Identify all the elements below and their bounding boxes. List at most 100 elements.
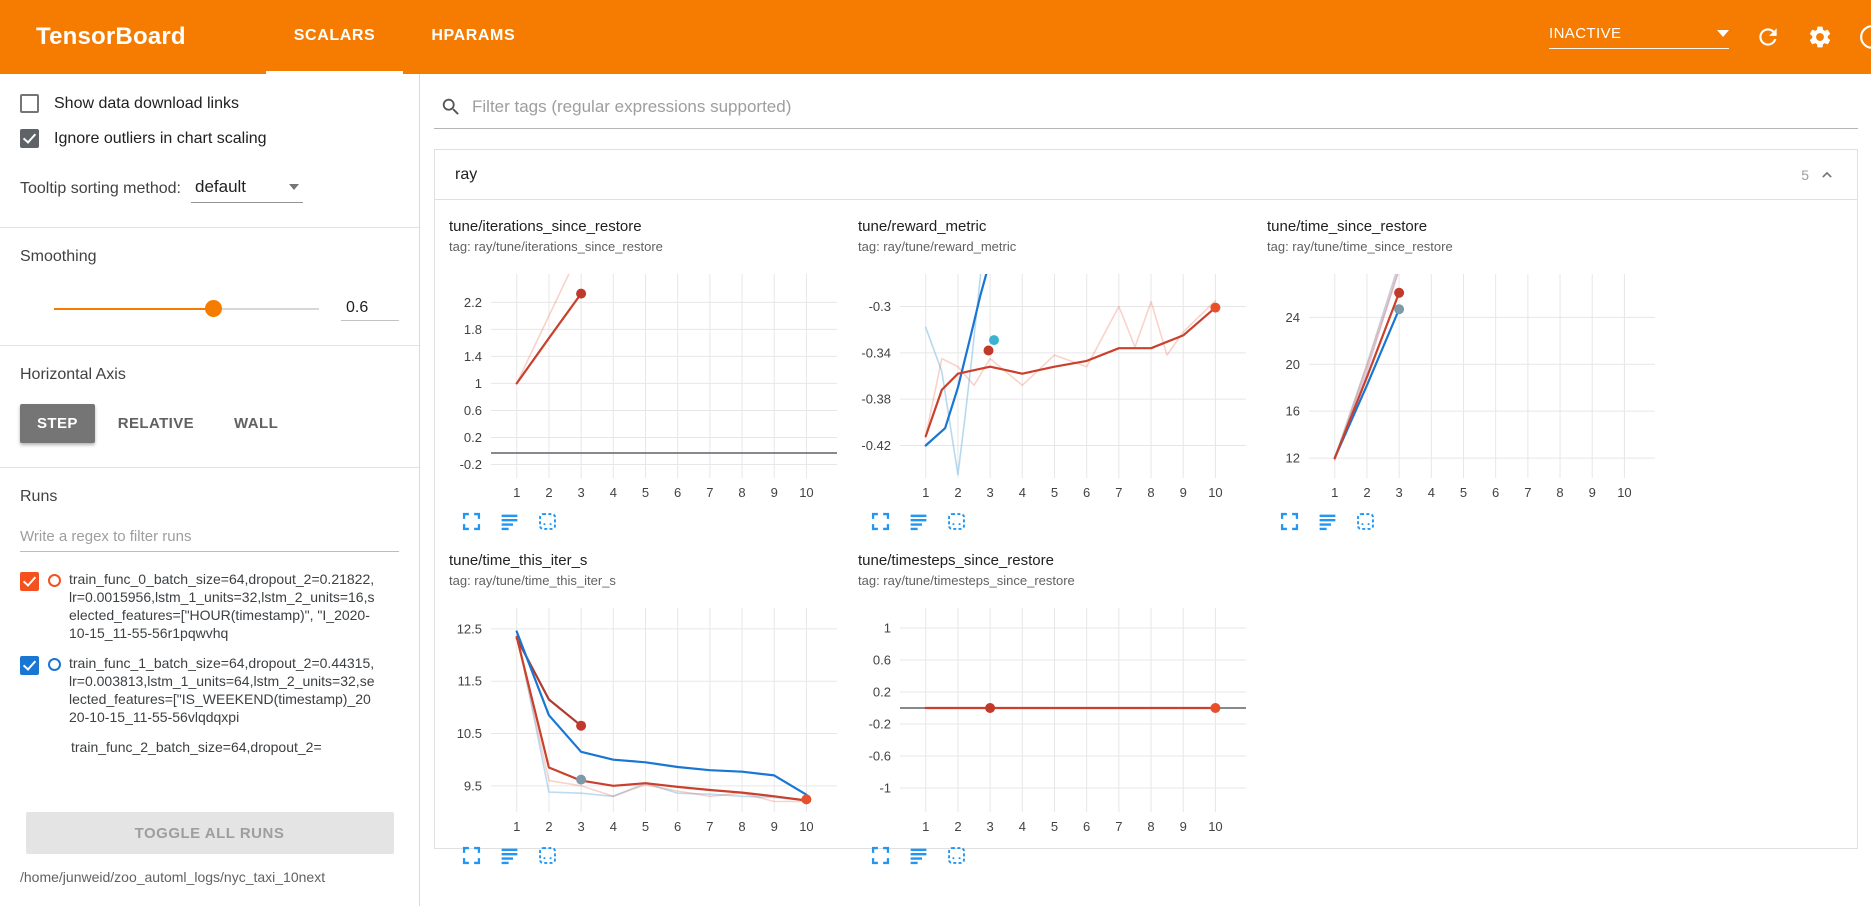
toggle-all-runs-button[interactable]: TOGGLE ALL RUNS — [25, 812, 394, 854]
svg-text:11.5: 11.5 — [458, 674, 482, 689]
svg-text:4: 4 — [1428, 485, 1435, 500]
run-checkbox[interactable] — [20, 572, 39, 591]
pin-icon[interactable] — [946, 845, 967, 866]
svg-text:3: 3 — [1396, 485, 1403, 500]
help-icon[interactable] — [1859, 24, 1871, 50]
svg-text:5: 5 — [642, 485, 649, 500]
svg-text:-0.42: -0.42 — [861, 438, 891, 453]
fullscreen-icon[interactable] — [461, 511, 482, 532]
pin-icon[interactable] — [537, 511, 558, 532]
chevron-down-icon — [1717, 30, 1729, 37]
chart-card: tune/timesteps_since_restore tag: ray/tun… — [858, 552, 1267, 866]
svg-text:1: 1 — [922, 485, 929, 500]
svg-text:7: 7 — [706, 485, 713, 500]
fullscreen-icon[interactable] — [870, 845, 891, 866]
runs-filter-input[interactable] — [20, 520, 399, 552]
smoothing-section: Smoothing — [0, 228, 419, 346]
smoothing-value-input[interactable] — [341, 296, 399, 321]
run-checkbox[interactable] — [20, 656, 39, 675]
runs-list-fade — [20, 784, 399, 810]
runs-list: train_func_0_batch_size=64,dropout_2=0.2… — [20, 560, 399, 810]
ignore-outliers-checkbox[interactable] — [20, 129, 39, 148]
run-selector-icon[interactable] — [499, 845, 520, 866]
svg-text:3: 3 — [578, 819, 585, 834]
status-dropdown[interactable]: INACTIVE — [1549, 25, 1729, 49]
pin-icon[interactable] — [537, 845, 558, 866]
tab-scalars[interactable]: SCALARS — [265, 0, 404, 74]
svg-text:10: 10 — [799, 485, 813, 500]
chart-toolbar — [1267, 511, 1676, 532]
svg-text:1: 1 — [513, 485, 520, 500]
tab-bar: SCALARS HPARAMS — [265, 0, 543, 74]
app-title: TensorBoard — [36, 23, 186, 50]
svg-text:-0.34: -0.34 — [861, 345, 891, 360]
svg-text:10: 10 — [1208, 485, 1222, 500]
chart-toolbar — [858, 845, 1267, 866]
svg-text:10: 10 — [799, 819, 813, 834]
svg-text:-1: -1 — [879, 781, 891, 796]
chart-tag: tag: ray/tune/time_since_restore — [1267, 239, 1453, 254]
tag-group-card: ray 5 tune/iterations_since_restore tag: … — [434, 149, 1858, 865]
run-selector-icon[interactable] — [908, 511, 929, 532]
svg-text:6: 6 — [674, 485, 681, 500]
run-selector-icon[interactable] — [1317, 511, 1338, 532]
line-chart[interactable]: 1 2 3 4 5 6 7 8 9 10 -0.2 0.2 0.6 1 1.4 1.8 2.2 — [449, 266, 858, 509]
axis-button-step[interactable]: STEP — [20, 404, 95, 443]
chart-card: tune/time_this_iter_s tag: ray/tune/time_… — [449, 552, 858, 866]
tab-hparams[interactable]: HPARAMS — [431, 26, 516, 44]
run-color-circle[interactable] — [48, 658, 61, 671]
line-chart[interactable]: 1 2 3 4 5 6 7 8 9 10 -0.42 -0.38 -0.34 -0.3 — [858, 266, 1267, 509]
refresh-icon[interactable] — [1755, 24, 1781, 50]
svg-text:6: 6 — [1083, 819, 1090, 834]
axis-button-relative[interactable]: RELATIVE — [101, 404, 211, 443]
fullscreen-icon[interactable] — [461, 845, 482, 866]
fullscreen-icon[interactable] — [870, 511, 891, 532]
run-item: train_func_2_batch_size=64,dropout_2= — [20, 738, 399, 756]
horizontal-axis-label: Horizontal Axis — [20, 366, 126, 383]
setting-row-download-links: Show data download links — [20, 94, 399, 113]
download-links-checkbox[interactable] — [20, 94, 39, 113]
svg-text:6: 6 — [1083, 485, 1090, 500]
chart-toolbar — [449, 845, 858, 866]
svg-text:7: 7 — [1524, 485, 1531, 500]
runs-label: Runs — [20, 488, 58, 505]
run-label: train_func_0_batch_size=64,dropout_2=0.2… — [69, 571, 375, 641]
svg-text:8: 8 — [738, 485, 745, 500]
chart-title: tune/reward_metric — [858, 218, 987, 235]
tag-group-header[interactable]: ray 5 — [435, 150, 1857, 200]
line-chart[interactable]: 1 2 3 4 5 6 7 8 9 10 9.5 10.5 11.5 12.5 — [449, 600, 858, 843]
run-color-circle[interactable] — [48, 574, 61, 587]
tooltip-sorting-select[interactable]: default — [190, 174, 303, 203]
run-item: train_func_0_batch_size=64,dropout_2=0.2… — [20, 570, 399, 642]
chart-title: tune/iterations_since_restore — [449, 218, 642, 235]
main-content: ray 5 tune/iterations_since_restore tag: … — [421, 74, 1871, 906]
svg-text:3: 3 — [987, 485, 994, 500]
axis-button-wall[interactable]: WALL — [217, 404, 295, 443]
svg-text:8: 8 — [1147, 819, 1154, 834]
chart-title: tune/timesteps_since_restore — [858, 552, 1054, 569]
smoothing-slider[interactable] — [54, 299, 319, 317]
svg-text:5: 5 — [1460, 485, 1467, 500]
run-selector-icon[interactable] — [499, 511, 520, 532]
settings-gear-icon[interactable] — [1807, 24, 1833, 50]
smoothing-slider-thumb[interactable] — [205, 299, 222, 317]
chart-card: tune/reward_metric tag: ray/tune/reward_m… — [858, 218, 1267, 532]
chart-title: tune/time_since_restore — [1267, 218, 1428, 235]
chart-tag: tag: ray/tune/iterations_since_restore — [449, 239, 663, 254]
tag-filter-input[interactable] — [472, 97, 1852, 117]
run-item: train_func_1_batch_size=64,dropout_2=0.4… — [20, 654, 399, 726]
run-selector-icon[interactable] — [908, 845, 929, 866]
line-chart[interactable]: 1 2 3 4 5 6 7 8 9 10 12 16 20 24 — [1267, 266, 1676, 509]
smoothing-slider-fill — [54, 307, 213, 310]
chevron-up-icon[interactable] — [1817, 165, 1837, 185]
fullscreen-icon[interactable] — [1279, 511, 1300, 532]
horizontal-axis-buttons: STEP RELATIVE WALL — [20, 404, 399, 443]
tooltip-sorting-value: default — [194, 177, 247, 196]
line-chart[interactable]: 1 2 3 4 5 6 7 8 9 10 -1 -0.6 -0.2 0.2 0.6 1 — [858, 600, 1267, 843]
pin-icon[interactable] — [946, 511, 967, 532]
pin-icon[interactable] — [1355, 511, 1376, 532]
svg-text:7: 7 — [706, 819, 713, 834]
chart-tag: tag: ray/tune/reward_metric — [858, 239, 1017, 254]
svg-text:5: 5 — [1051, 485, 1058, 500]
svg-text:0.2: 0.2 — [464, 430, 482, 445]
